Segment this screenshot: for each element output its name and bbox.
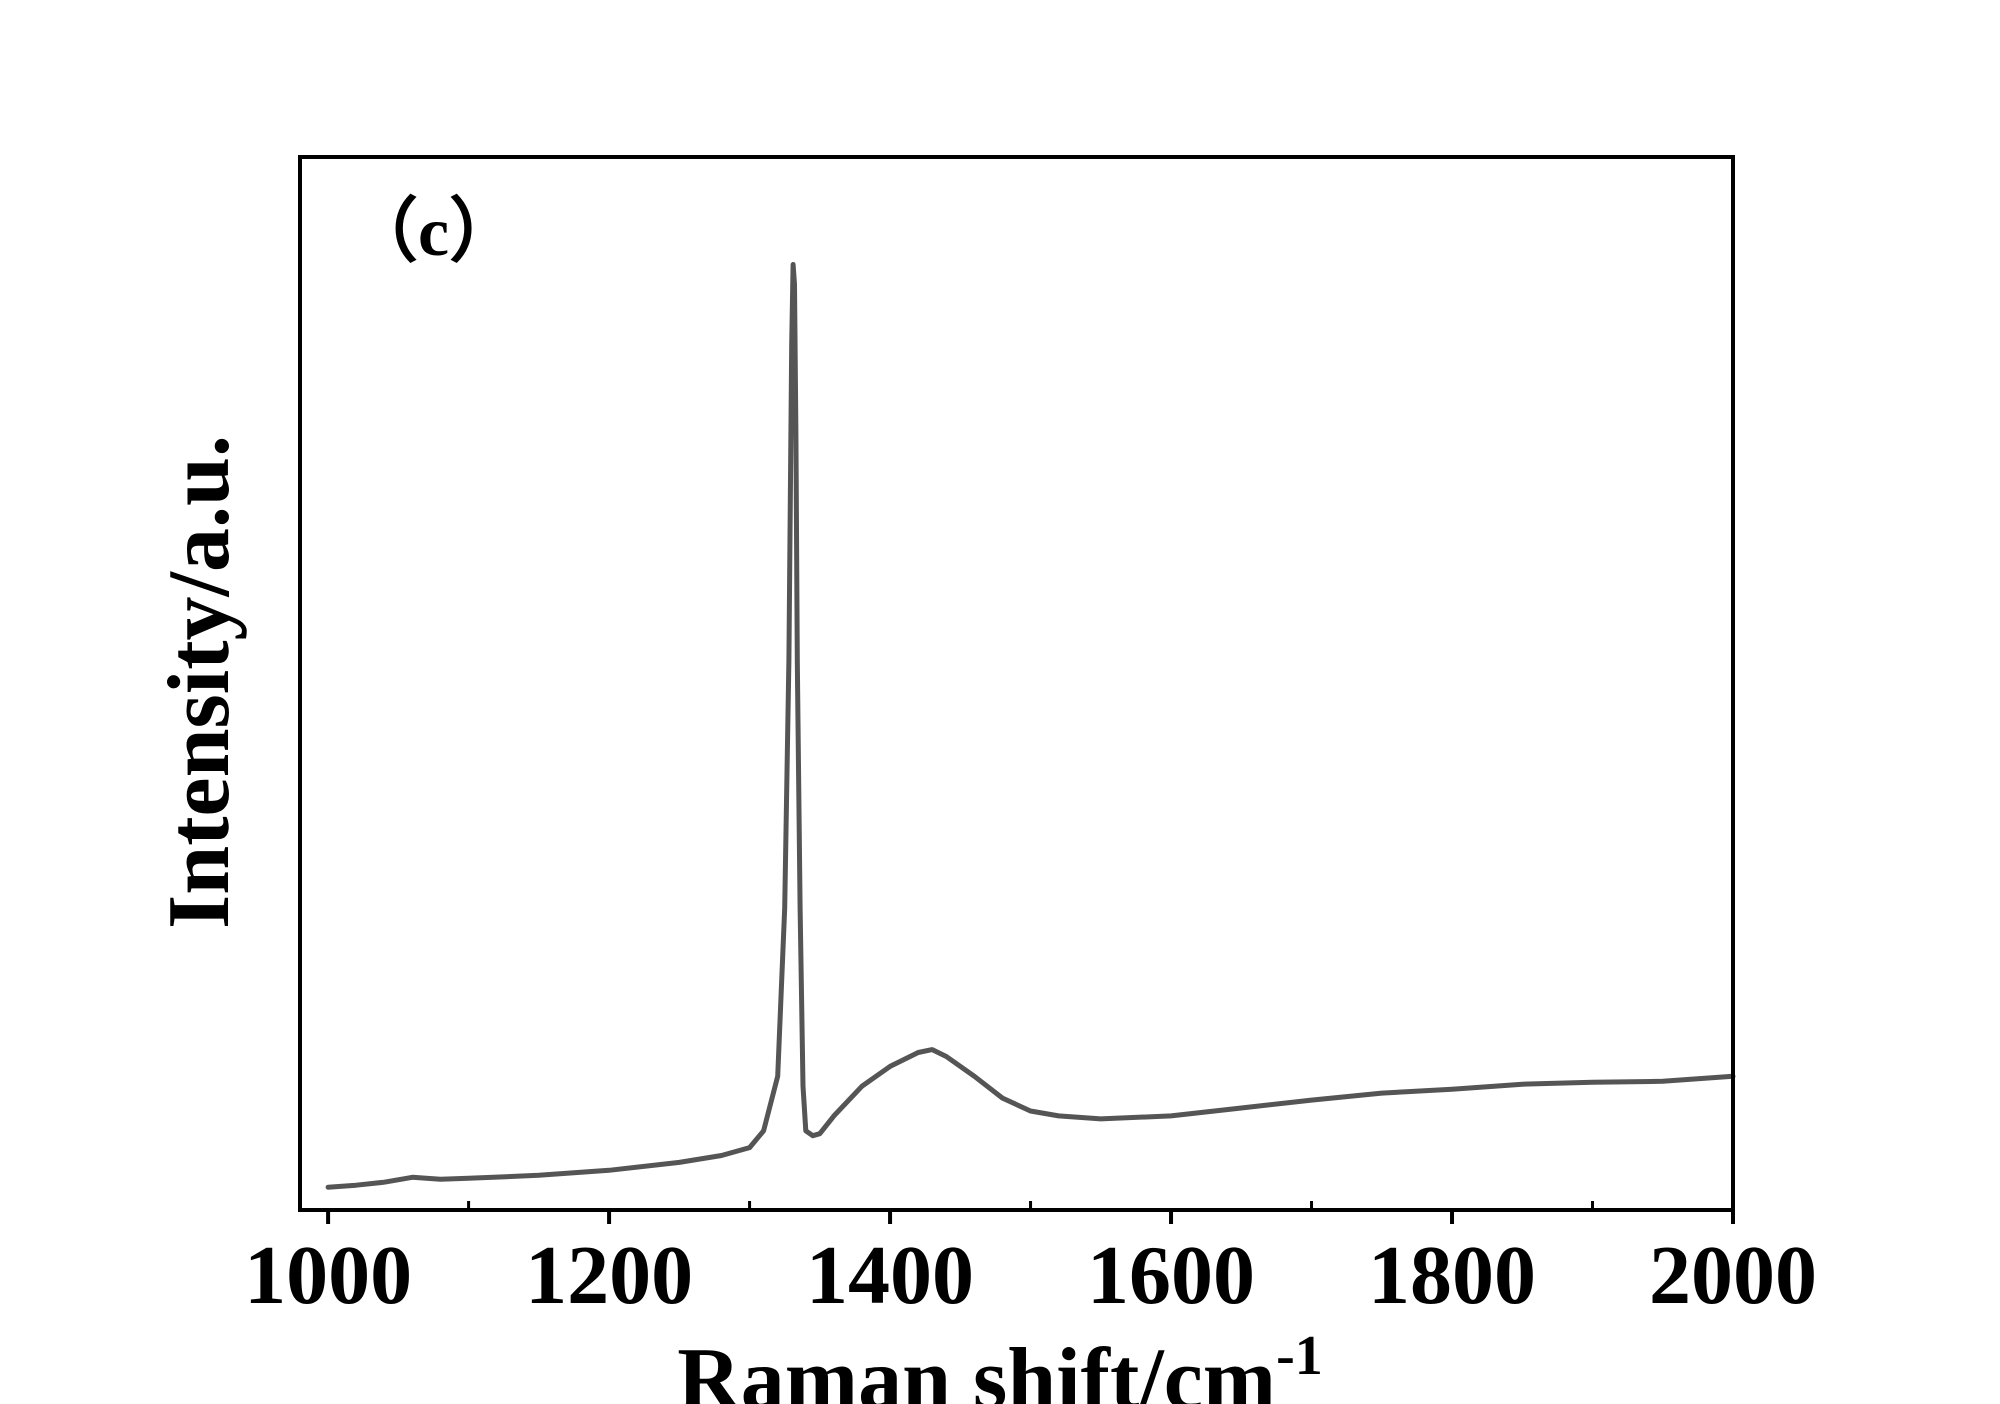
x-axis-title-superscript: -1	[1276, 1325, 1323, 1387]
x-tick-label-2000: 2000	[1649, 1229, 1817, 1322]
x-axis-title: Raman shift/cm-1	[677, 1325, 1323, 1404]
x-axis-title-text: Raman shift/cm	[677, 1331, 1276, 1404]
plot-frame	[298, 155, 1735, 1212]
panel-label: （c）	[348, 193, 519, 271]
x-axis-tick-labels: 1000 1200 1400 1600 1800 2000	[244, 1229, 1817, 1322]
x-tick-label-1800: 1800	[1368, 1229, 1536, 1322]
x-tick-label-1400: 1400	[806, 1229, 974, 1322]
x-tick-label-1000: 1000	[244, 1229, 412, 1322]
x-tick-label-1200: 1200	[525, 1229, 693, 1322]
y-axis-title: Intensity/a.u.	[151, 435, 248, 929]
x-axis-ticks	[326, 1201, 1735, 1224]
raman-spectrum-line	[325, 262, 1736, 1190]
x-tick-label-1600: 1600	[1087, 1229, 1255, 1322]
